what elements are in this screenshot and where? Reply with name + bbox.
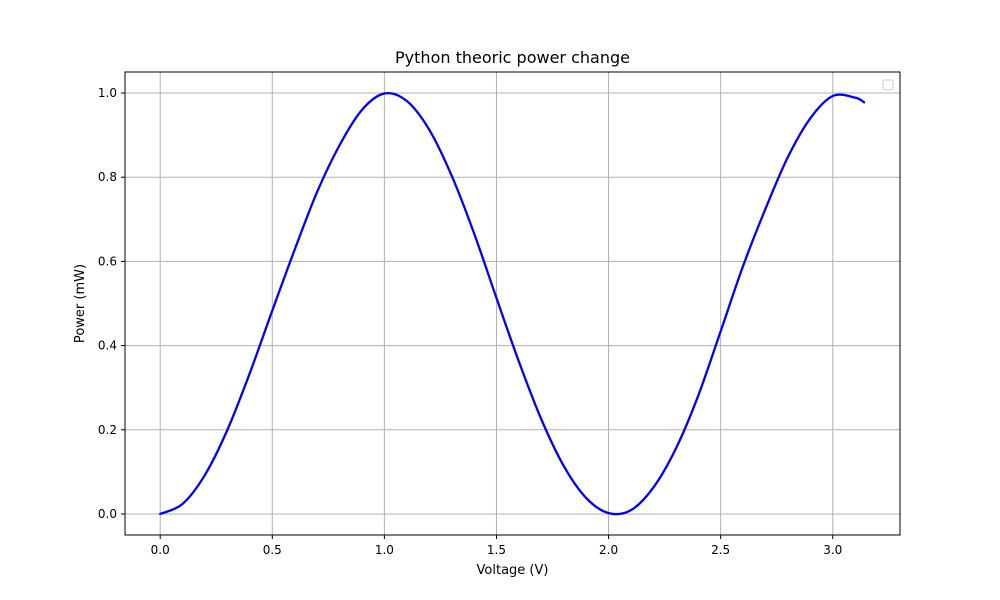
chart-title: Python theoric power change bbox=[395, 48, 630, 67]
grid bbox=[125, 72, 900, 535]
y-tick-label: 0.8 bbox=[98, 170, 117, 184]
y-axis-label: Power (mW) bbox=[73, 264, 88, 343]
x-tick-label: 2.5 bbox=[711, 543, 730, 557]
legend bbox=[882, 79, 894, 91]
x-tick-label: 1.5 bbox=[487, 543, 506, 557]
y-tick-label: 0.4 bbox=[98, 339, 117, 353]
y-tick-label: 0.6 bbox=[98, 254, 117, 268]
y-tick-label: 0.0 bbox=[98, 507, 117, 521]
y-tick-label: 0.2 bbox=[98, 423, 117, 437]
x-tick-label: 2.0 bbox=[599, 543, 618, 557]
x-tick-label: 1.0 bbox=[375, 543, 394, 557]
x-tick-label: 0.0 bbox=[151, 543, 170, 557]
x-axis-label: Voltage (V) bbox=[477, 563, 549, 578]
series-layer bbox=[159, 91, 866, 516]
axis-ticks: 0.0 0.5 1.0 1.5 2.0 2.5 3.0 0.0 0.2 0.4 0.6 0.8 1.0 bbox=[98, 86, 842, 557]
x-tick-label: 3.0 bbox=[823, 543, 842, 557]
x-tick-label: 0.5 bbox=[263, 543, 282, 557]
series-line bbox=[159, 91, 866, 516]
plot-frame bbox=[124, 71, 901, 536]
y-tick-label: 1.0 bbox=[98, 86, 117, 100]
